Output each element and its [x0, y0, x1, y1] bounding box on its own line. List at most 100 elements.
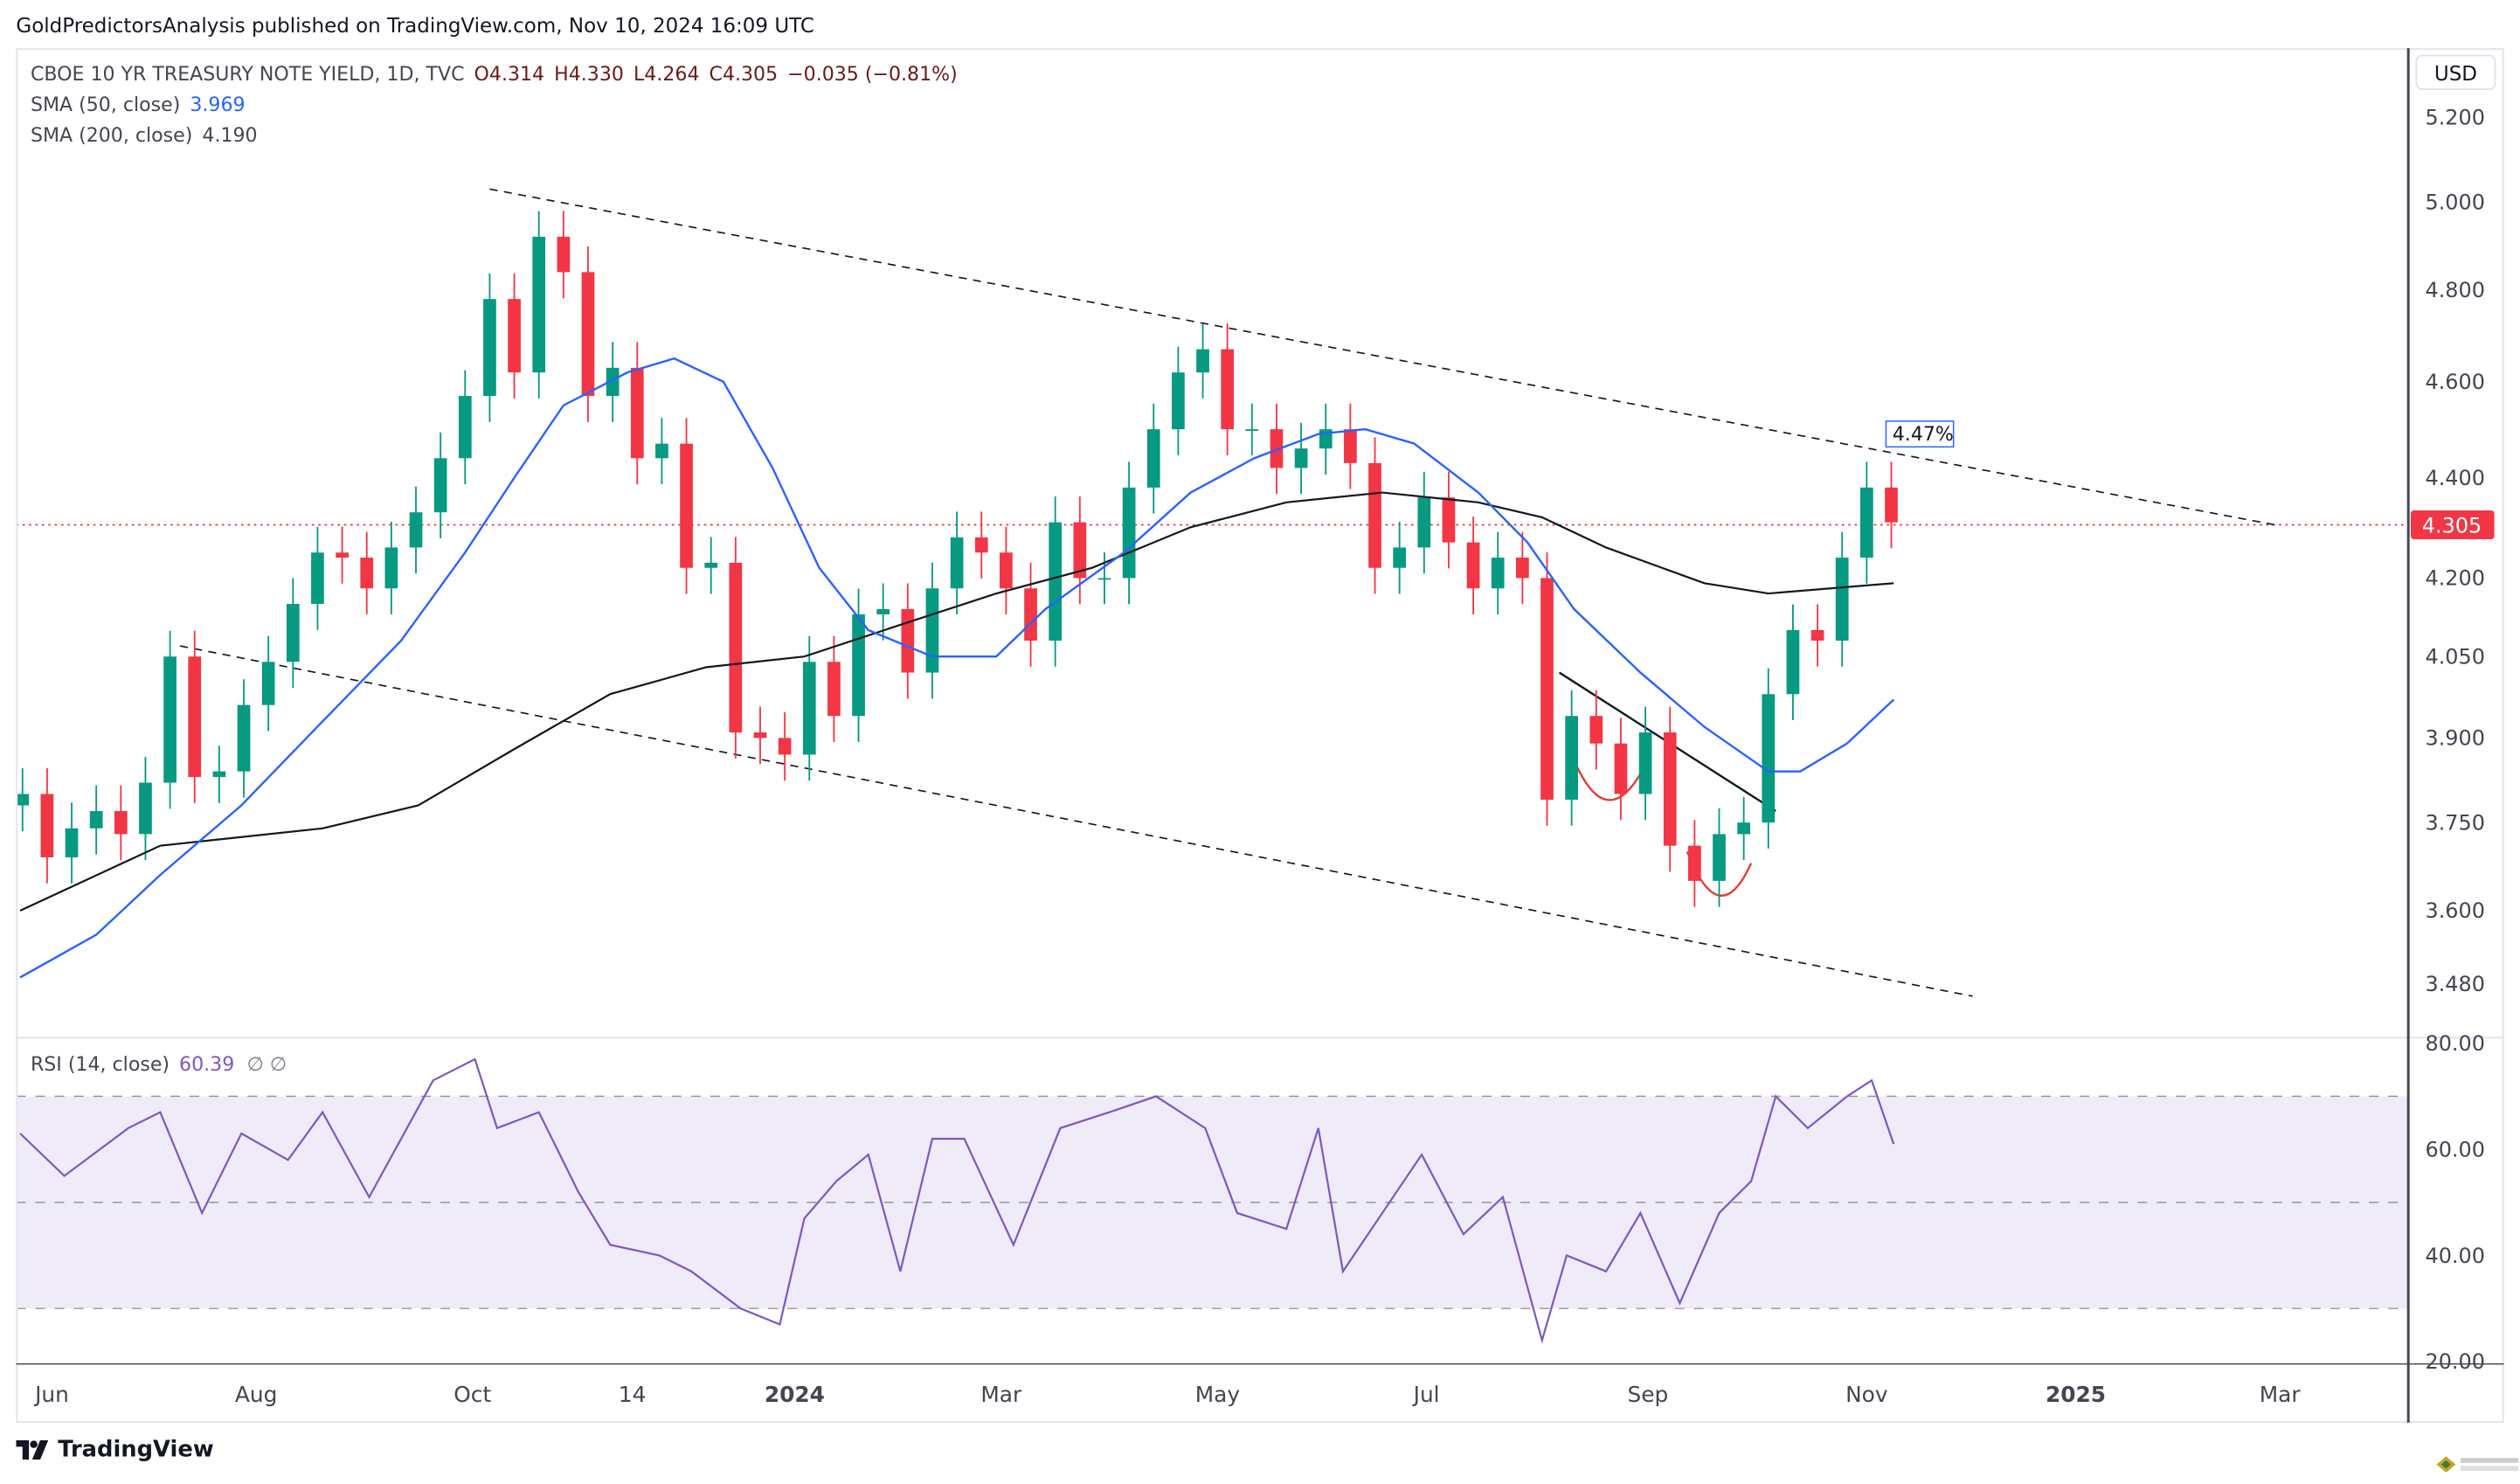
candle-down: [336, 552, 349, 558]
upper-channel-line: [489, 188, 2275, 526]
candle-down: [827, 662, 841, 717]
candle-up: [1049, 522, 1063, 641]
candle-down: [1466, 542, 1480, 589]
symbol-title: CBOE 10 YR TREASURY NOTE YIELD, 1D, TVC: [30, 62, 465, 86]
last-price-badge: [2410, 510, 2495, 540]
candle-down: [1344, 429, 1357, 463]
brand-text: TradingView: [58, 1437, 214, 1463]
candle-up: [1294, 448, 1308, 468]
tradingview-logo[interactable]: TradingView: [16, 1437, 214, 1463]
time-tick-label: 2025: [2046, 1382, 2106, 1407]
close-value: C4.305: [709, 62, 779, 86]
rsi-tick-label: 20.00: [2426, 1349, 2485, 1374]
candle-down: [1688, 845, 1701, 881]
candle-up: [139, 782, 152, 835]
price-tick-label: 5.000: [2426, 190, 2485, 214]
candle-down: [1024, 588, 1037, 641]
candle-down: [1540, 578, 1554, 800]
price-tick-label: 3.900: [2426, 726, 2485, 751]
sma50-value: 3.969: [190, 93, 246, 116]
rsi-tick-label: 80.00: [2426, 1031, 2485, 1056]
candle-up: [852, 614, 865, 717]
time-tick-label: Jul: [1412, 1382, 1440, 1407]
time-tick-label: May: [1195, 1382, 1240, 1407]
price-tick-label: 4.050: [2426, 644, 2485, 669]
time-tick-label: 2024: [765, 1382, 825, 1407]
lower-channel-line: [179, 645, 1973, 997]
candle-up: [802, 662, 816, 755]
price-tick-label: 4.800: [2426, 278, 2485, 302]
candle-up: [237, 704, 251, 772]
rsi-value: 60.39: [179, 1052, 235, 1076]
candle-down: [1270, 429, 1284, 468]
candle-up: [261, 662, 275, 705]
candle-up: [1638, 732, 1652, 794]
candle-down: [1073, 522, 1087, 579]
candle-up: [704, 562, 718, 568]
candle-up: [1737, 822, 1750, 835]
candle-down: [114, 811, 128, 835]
time-tick-label: 14: [619, 1382, 647, 1407]
candle-up: [925, 588, 939, 673]
candle-down: [40, 794, 54, 857]
low-value: L4.264: [633, 62, 700, 86]
candle-up: [1097, 578, 1111, 580]
cup-arc: [1573, 759, 1649, 801]
change-value: −0.035 (−0.81%): [787, 62, 958, 86]
currency-button[interactable]: USD: [2415, 54, 2496, 91]
price-tick-label: 5.200: [2426, 106, 2485, 130]
candle-down: [753, 732, 767, 739]
candle-up: [1762, 694, 1776, 823]
price-tick-label: 3.600: [2426, 898, 2485, 923]
candle-down: [1589, 716, 1603, 744]
candle-down: [1442, 497, 1456, 543]
candle-down: [901, 608, 915, 673]
candle-down: [1516, 558, 1529, 579]
candle-up: [163, 656, 177, 783]
candle-up: [606, 367, 620, 397]
candle-down: [557, 236, 571, 273]
candle-down: [188, 656, 202, 778]
candle-up: [1835, 558, 1849, 641]
candle-down: [680, 443, 693, 568]
rsi-legend: RSI (14, close) 60.39 ∅ ∅: [31, 1053, 287, 1076]
rsi-line: [19, 1058, 1895, 1344]
rsi-label[interactable]: RSI (14, close): [30, 1052, 170, 1076]
time-tick-label: Mar: [2260, 1382, 2302, 1407]
sma50-label[interactable]: SMA (50, close): [30, 93, 181, 116]
candle-down: [1663, 732, 1677, 846]
candle-down: [1000, 552, 1013, 589]
time-tick-label: Nov: [1845, 1382, 1887, 1407]
open-value: O4.314: [474, 62, 545, 86]
candle-up: [89, 811, 103, 829]
candle-up: [1491, 558, 1505, 589]
candle-up: [458, 396, 472, 459]
candle-down: [1614, 743, 1628, 794]
sma200-label[interactable]: SMA (200, close): [30, 123, 193, 147]
candle-up: [409, 512, 423, 548]
rsi-extra: ∅ ∅: [246, 1052, 287, 1076]
candle-up: [483, 299, 496, 397]
price-tick-label: 4.400: [2426, 466, 2485, 490]
candle-down: [729, 562, 743, 733]
candle-up: [1172, 372, 1185, 430]
candle-up: [655, 443, 668, 459]
price-tick-label: 3.750: [2426, 810, 2485, 835]
annotation-box: [1885, 420, 1955, 448]
candle-down: [508, 299, 521, 373]
candle-down: [630, 367, 644, 459]
candle-down: [360, 558, 374, 589]
candle-down: [974, 537, 988, 553]
watermark-logo: [2436, 1456, 2519, 1473]
main-legend: CBOE 10 YR TREASURY NOTE YIELD, 1D, TVC O…: [31, 59, 958, 151]
candle-up: [17, 794, 30, 806]
time-tick-label: Sep: [1627, 1382, 1668, 1407]
rsi-tick-label: 40.00: [2426, 1244, 2485, 1268]
sma200-value: 4.190: [202, 123, 258, 147]
time-tick-label: Jun: [33, 1382, 69, 1407]
candle-up: [286, 604, 300, 662]
last-price-label: 4.305: [2422, 514, 2482, 538]
candle-down: [1885, 487, 1898, 523]
